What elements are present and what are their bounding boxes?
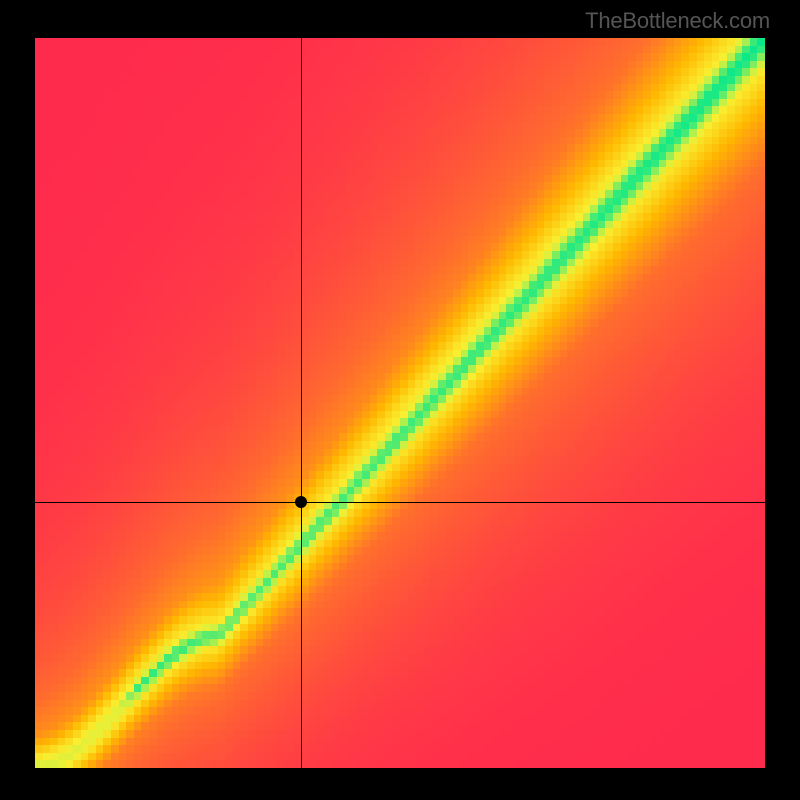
heatmap-canvas xyxy=(35,38,765,768)
heatmap-plot xyxy=(35,38,765,768)
watermark-label: TheBottleneck.com xyxy=(20,0,780,38)
